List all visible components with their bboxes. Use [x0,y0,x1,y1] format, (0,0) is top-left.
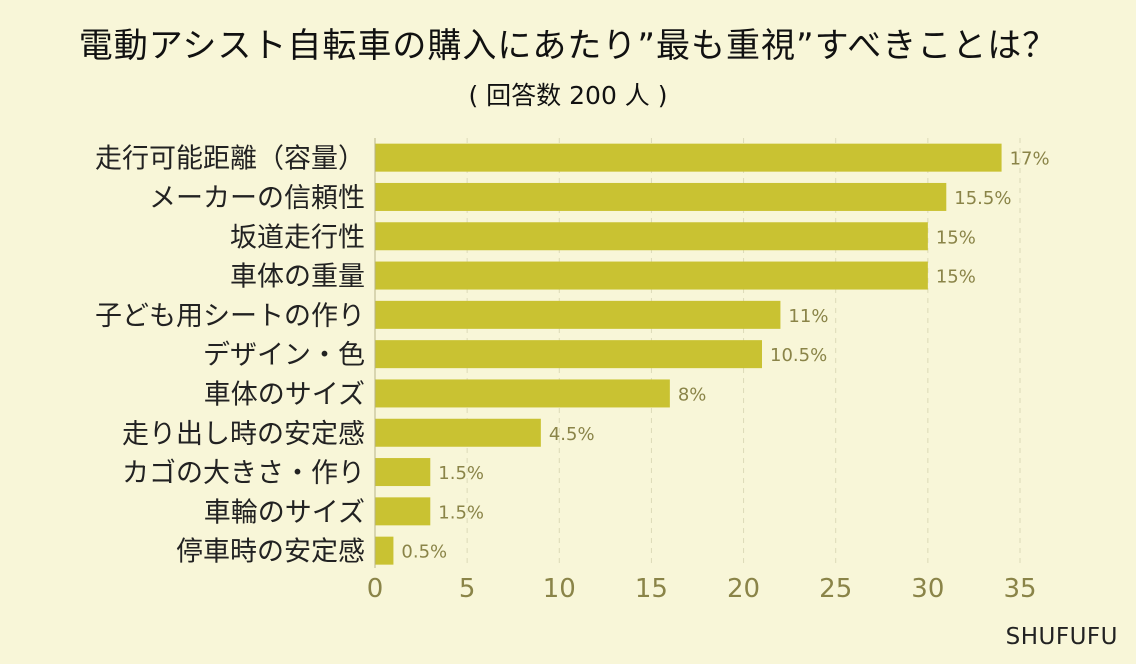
data-label-5: 10.5% [770,345,827,366]
data-label-3: 15% [936,267,976,288]
x-tick-label-0: 0 [367,574,384,604]
x-tick-label-15: 15 [635,574,668,604]
credit-label: SHUFUFU [1005,624,1118,650]
x-tick-label-30: 30 [911,574,944,604]
data-label-1: 15.5% [954,188,1011,209]
category-label-2: 坂道走行性 [230,222,365,253]
category-label-9: 車輪のサイズ [204,497,365,528]
category-label-8: カゴの大きさ・作り [122,458,365,489]
data-label-9: 1.5% [438,502,484,523]
category-label-5: デザイン・色 [203,340,365,371]
category-label-6: 車体のサイズ [204,379,365,410]
bar-0 [375,143,1002,172]
category-label-0: 走行可能距離（容量） [95,144,365,175]
data-label-6: 8% [678,384,707,405]
x-tick-label-20: 20 [727,574,760,604]
bar-5 [375,340,762,369]
chart-subtitle: ( 回答数 200 人 ) [468,81,668,110]
data-label-2: 15% [936,227,976,248]
category-label-3: 車体の重量 [230,262,365,293]
data-label-4: 11% [788,306,828,327]
data-label-10: 0.5% [401,542,447,563]
category-label-7: 走り出し時の安定感 [122,419,365,450]
data-label-7: 4.5% [549,424,595,445]
bar-10 [375,536,394,565]
category-label-10: 停車時の安定感 [176,537,365,568]
category-label-4: 子ども用シートの作り [95,301,365,332]
bar-8 [375,458,431,487]
x-tick-label-35: 35 [1003,574,1036,604]
bar-3 [375,261,928,290]
chart-title: 電動アシスト自転車の購入にあたり”最も重視”すべきことは？ [78,26,1058,66]
x-tick-label-10: 10 [543,574,576,604]
data-label-8: 1.5% [438,463,484,484]
bar-2 [375,222,928,251]
bar-4 [375,300,781,329]
x-tick-label-25: 25 [819,574,852,604]
bar-9 [375,497,431,526]
x-tick-label-5: 5 [459,574,476,604]
category-label-1: メーカーの信頼性 [149,183,365,214]
bar-6 [375,379,670,408]
bar-7 [375,418,541,447]
bar-1 [375,182,947,211]
data-label-0: 17% [1010,149,1050,170]
